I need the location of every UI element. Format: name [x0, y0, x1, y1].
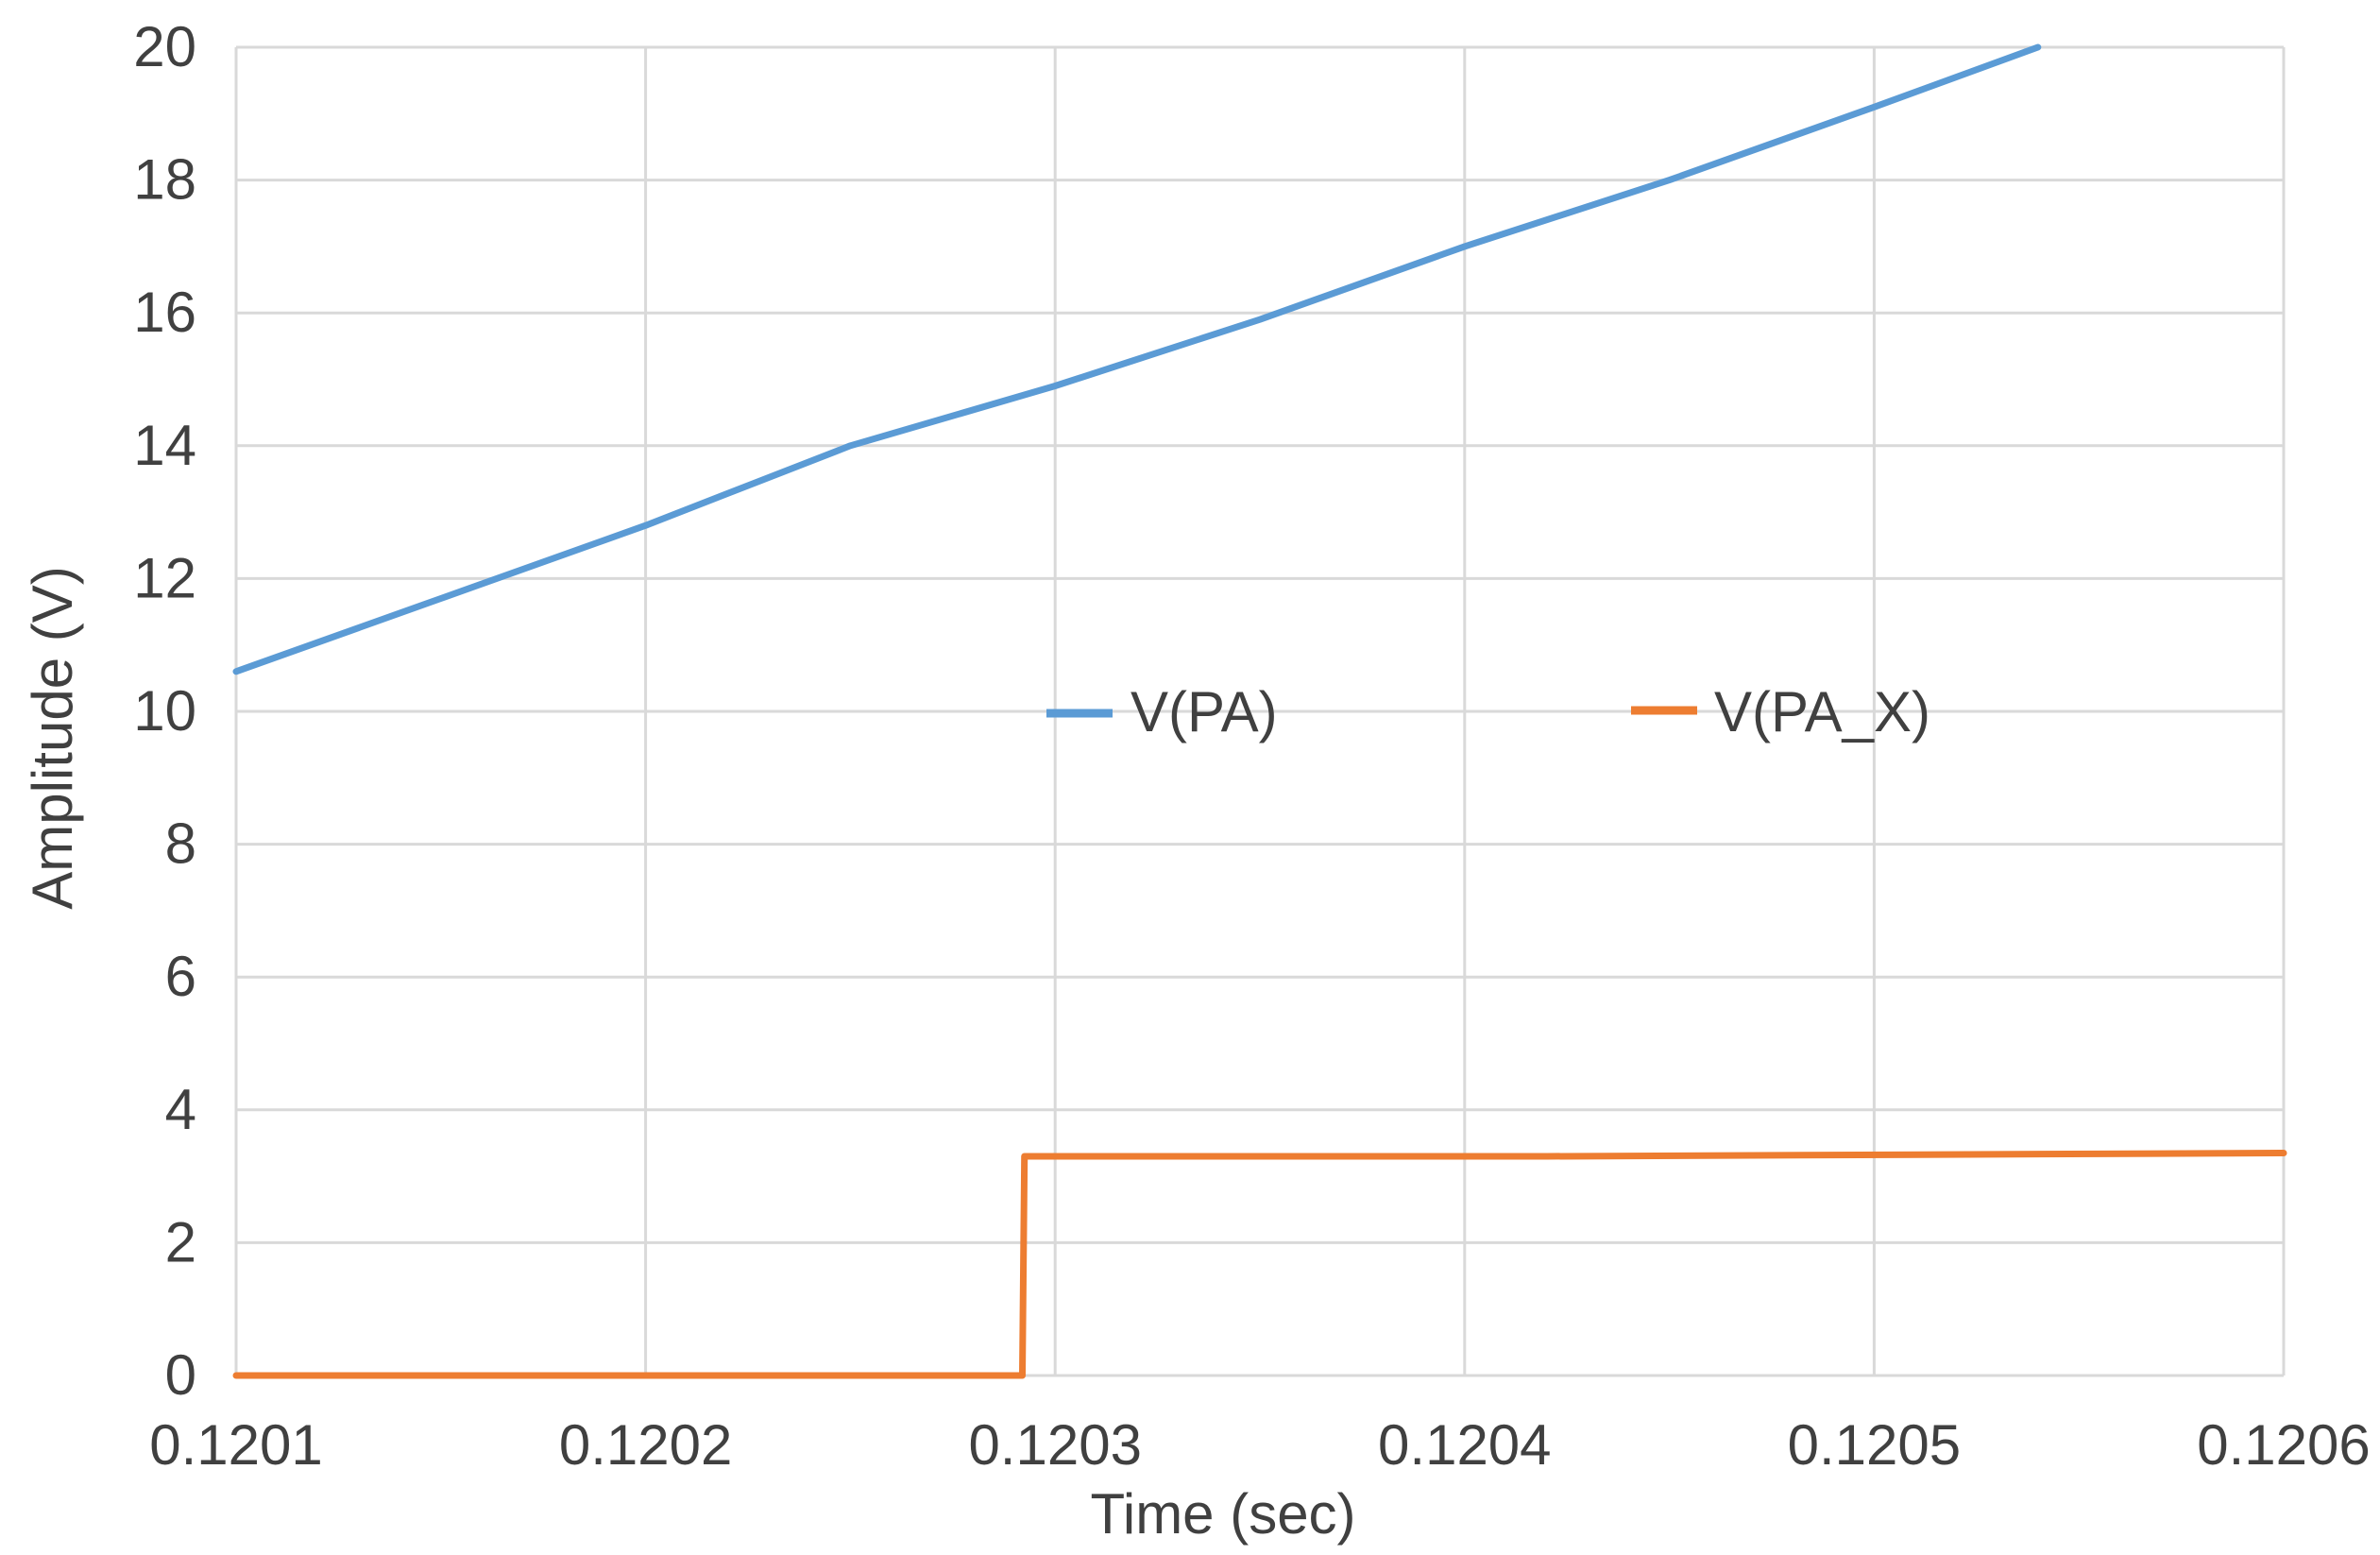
y-tick-label: 12 — [133, 546, 196, 609]
y-tick-label: 16 — [133, 281, 196, 344]
y-tick-label: 0 — [165, 1343, 196, 1407]
x-tick-label: 0.1205 — [1788, 1413, 1962, 1477]
y-tick-label: 2 — [165, 1210, 196, 1273]
x-axis-ticks: 0.1201 0.1202 0.1203 0.1204 0.1205 0.1206 — [149, 1413, 2371, 1477]
y-tick-label: 10 — [133, 679, 196, 743]
x-tick-label: 0.1202 — [559, 1413, 733, 1477]
x-tick-label: 0.1204 — [1378, 1413, 1552, 1477]
x-tick-label: 0.1201 — [149, 1413, 323, 1477]
x-tick-label: 0.1203 — [968, 1413, 1142, 1477]
x-tick-label: 0.1206 — [2197, 1413, 2371, 1477]
y-tick-label: 6 — [165, 945, 196, 1008]
y-axis-ticks: 0 2 4 6 8 10 12 14 16 18 20 — [133, 15, 196, 1407]
y-tick-label: 8 — [165, 812, 196, 876]
y-axis-title: Amplitude (V) — [21, 566, 84, 909]
series-line-v-pa-x — [232, 1150, 2287, 1379]
legend-label-v-pa: V(PA) — [1130, 680, 1278, 743]
legend-label-v-pa-x: V(PA_X) — [1714, 680, 1930, 743]
y-tick-label: 20 — [133, 15, 196, 78]
series-lines — [232, 43, 2287, 1379]
y-tick-label: 18 — [133, 148, 196, 212]
x-axis-title: Time (sec) — [1090, 1482, 1355, 1546]
y-tick-label: 14 — [133, 414, 196, 477]
legend-item-v-pa: V(PA) — [1046, 680, 1278, 743]
legend-item-v-pa-x: V(PA_X) — [1631, 680, 1930, 743]
series-line-v-pa — [232, 43, 2042, 675]
y-tick-label: 4 — [165, 1078, 196, 1141]
legend: V(PA) V(PA_X) — [1046, 680, 1930, 743]
